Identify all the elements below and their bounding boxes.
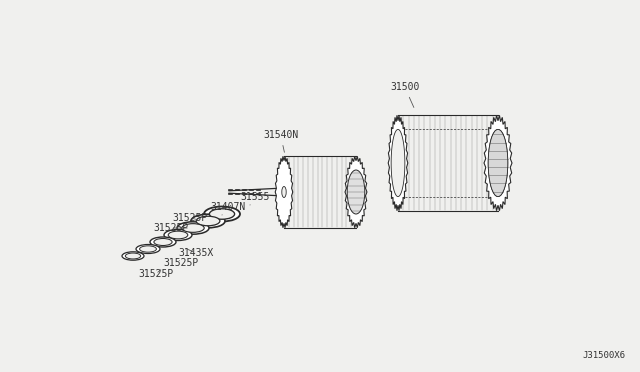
Text: 31525P: 31525P: [153, 223, 188, 233]
Text: 31525P: 31525P: [138, 269, 173, 279]
Text: 31435X: 31435X: [178, 248, 213, 258]
Polygon shape: [275, 156, 293, 228]
Ellipse shape: [140, 246, 156, 252]
Ellipse shape: [488, 129, 508, 196]
Ellipse shape: [125, 253, 141, 259]
Polygon shape: [488, 129, 508, 196]
Ellipse shape: [154, 238, 172, 246]
Ellipse shape: [177, 222, 209, 234]
Ellipse shape: [168, 231, 188, 239]
Ellipse shape: [209, 209, 235, 219]
Ellipse shape: [164, 230, 192, 241]
Polygon shape: [345, 156, 367, 228]
Ellipse shape: [122, 252, 144, 260]
Ellipse shape: [182, 224, 204, 232]
Ellipse shape: [150, 237, 176, 247]
Ellipse shape: [191, 214, 225, 228]
Text: 31500: 31500: [390, 82, 419, 108]
Polygon shape: [391, 129, 405, 196]
Text: J31500X6: J31500X6: [582, 351, 625, 360]
Text: 31407N: 31407N: [210, 202, 245, 215]
Text: 31525P: 31525P: [172, 213, 207, 223]
Polygon shape: [484, 115, 512, 211]
Ellipse shape: [204, 206, 240, 221]
Ellipse shape: [347, 170, 365, 214]
Text: 31525P: 31525P: [163, 258, 198, 268]
Text: 31540N: 31540N: [263, 130, 298, 152]
Text: 31555: 31555: [240, 192, 269, 205]
Ellipse shape: [196, 216, 220, 226]
Polygon shape: [388, 115, 408, 211]
Ellipse shape: [136, 244, 160, 253]
Ellipse shape: [282, 186, 286, 198]
